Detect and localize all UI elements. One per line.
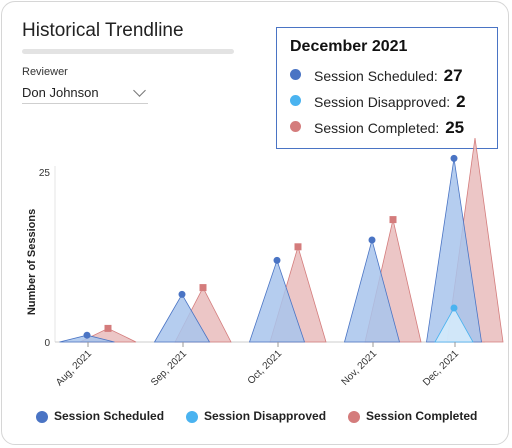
y-axis-title: Number of Sessions [26,209,38,315]
reviewer-label: Reviewer [22,66,68,78]
summary-scheduled-value: 27 [443,66,463,85]
area-session-disapproved-4 [434,307,474,343]
title-underline [22,49,234,54]
summary-completed-label: Session Completed: [314,120,440,136]
x-tick-label-2: Oct, 2021 [246,348,285,387]
marker-session-scheduled-4 [450,154,458,162]
marker-session-scheduled-1 [178,290,186,298]
page-title: Historical Trendline [22,20,184,41]
area-session-scheduled-2 [248,259,306,343]
y-tick-label-1: 25 [39,168,51,179]
marker-session-scheduled-2 [273,256,281,264]
legend-scheduled-dot-icon [36,411,48,423]
legend-completed-label: Session Completed [366,409,478,423]
marker-session-completed-2 [294,243,302,251]
reviewer-dropdown[interactable]: Don Johnson [22,82,148,104]
legend-disapproved-dot-icon [186,411,198,423]
legend-completed-dot-icon [348,411,360,423]
summary-disapproved-value: 2 [456,92,466,111]
area-session-scheduled-3 [343,238,401,343]
reviewer-value: Don Johnson [22,85,99,100]
legend-disapproved-label: Session Disapproved [204,409,327,423]
marker-session-completed-1 [199,284,207,292]
x-tick-label-0: Aug, 2021 [54,348,94,388]
x-tick-label-4: Dec, 2021 [421,348,461,388]
x-tick-label-1: Sep, 2021 [149,348,189,388]
marker-session-scheduled-0 [83,331,91,339]
summary-box: December 2021 Session Scheduled: 27 Sess… [276,27,498,149]
legend-scheduled-label: Session Scheduled [54,409,165,423]
marker-session-completed-3 [389,216,397,224]
marker-session-disapproved-4 [450,304,458,312]
completed-dot-icon [290,121,301,132]
x-tick-label-3: Nov, 2021 [340,348,380,388]
marker-session-scheduled-3 [368,236,376,244]
scheduled-dot-icon [290,69,301,80]
summary-completed-value: 25 [445,118,465,137]
area-session-scheduled-1 [153,293,211,343]
disapproved-dot-icon [290,95,301,106]
summary-month: December 2021 [290,38,408,55]
summary-disapproved-label: Session Disapproved: [314,94,451,110]
summary-scheduled-label: Session Scheduled: [314,68,438,84]
y-tick-label-0: 0 [44,338,50,349]
marker-session-completed-0 [104,324,112,332]
